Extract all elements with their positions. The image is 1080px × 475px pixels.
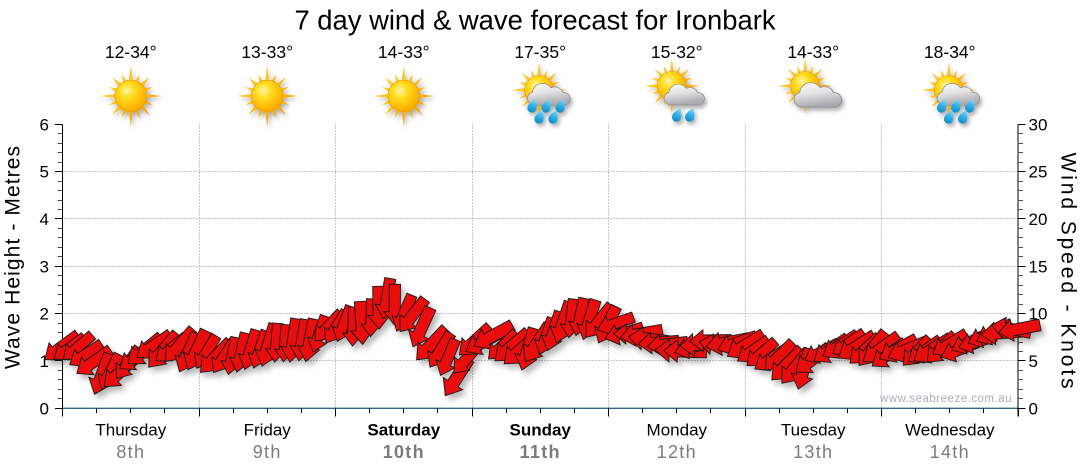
svg-text:0: 0 <box>40 399 49 418</box>
svg-text:12th: 12th <box>657 442 697 462</box>
svg-text:8th: 8th <box>116 442 145 462</box>
svg-text:18-34°: 18-34° <box>924 42 976 62</box>
svg-text:10th: 10th <box>383 442 425 462</box>
svg-text:11th: 11th <box>520 442 561 462</box>
svg-text:25: 25 <box>1029 163 1048 182</box>
svg-text:14-33°: 14-33° <box>787 42 839 62</box>
svg-text:www.seabreeze.com.au: www.seabreeze.com.au <box>879 393 1012 405</box>
svg-text:30: 30 <box>1029 115 1048 134</box>
svg-text:0: 0 <box>1029 399 1038 418</box>
svg-text:17-35°: 17-35° <box>514 42 566 62</box>
svg-text:Friday: Friday <box>244 421 292 440</box>
svg-text:14th: 14th <box>930 442 970 462</box>
svg-text:Wednesday: Wednesday <box>905 421 995 440</box>
svg-text:12-34°: 12-34° <box>105 42 157 62</box>
svg-text:6: 6 <box>40 115 49 134</box>
svg-text:5: 5 <box>1029 352 1038 371</box>
svg-text:Sunday: Sunday <box>509 421 571 440</box>
svg-text:Saturday: Saturday <box>367 421 440 440</box>
svg-text:2: 2 <box>40 305 49 324</box>
svg-text:Thursday: Thursday <box>95 421 166 440</box>
svg-text:4: 4 <box>40 210 49 229</box>
svg-text:Wave Height - Metres: Wave Height - Metres <box>2 145 25 369</box>
svg-text:13-33°: 13-33° <box>241 42 293 62</box>
svg-text:3: 3 <box>40 257 49 276</box>
svg-text:10: 10 <box>1029 305 1048 324</box>
svg-text:13th: 13th <box>793 442 833 462</box>
svg-text:Tuesday: Tuesday <box>781 421 846 440</box>
svg-text:9th: 9th <box>253 442 282 462</box>
svg-text:20: 20 <box>1029 210 1048 229</box>
svg-text:15: 15 <box>1029 257 1048 276</box>
svg-text:15-32°: 15-32° <box>651 42 703 62</box>
svg-text:Monday: Monday <box>647 421 708 440</box>
svg-text:1: 1 <box>40 352 49 371</box>
svg-text:5: 5 <box>40 163 49 182</box>
svg-text:14-33°: 14-33° <box>378 42 430 62</box>
svg-text:Wind Speed - Knots: Wind Speed - Knots <box>1057 153 1080 392</box>
svg-text:7 day wind & wave forecast for: 7 day wind & wave forecast for Ironbark <box>294 5 775 36</box>
